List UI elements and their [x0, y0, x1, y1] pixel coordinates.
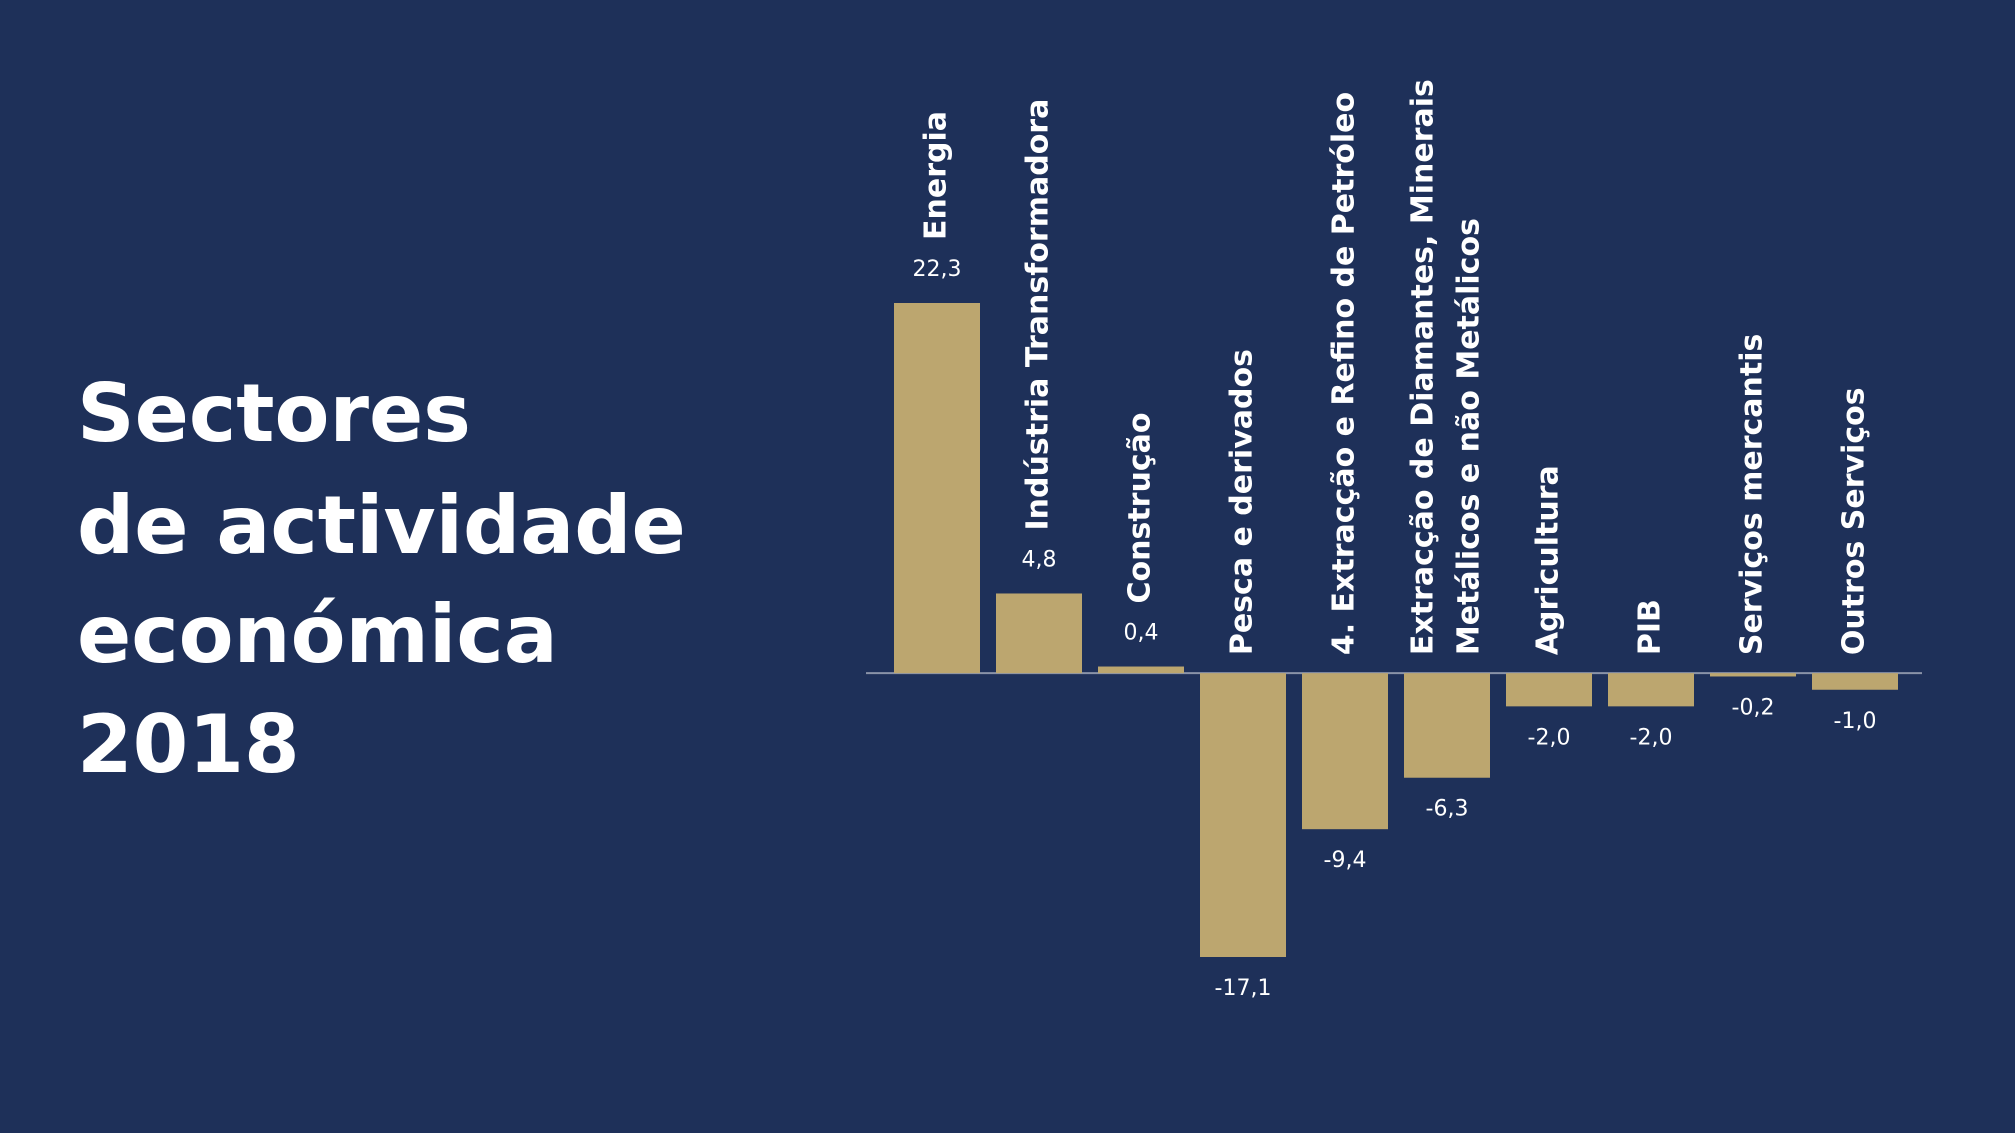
category-label: 4. Extracção e Refino de Petróleo: [1327, 92, 1362, 655]
bar: [1404, 673, 1490, 778]
bar: [894, 303, 980, 674]
value-label: -0,2: [1732, 695, 1775, 720]
category-label: PIB: [1633, 599, 1668, 655]
chart-title: de actividade: [77, 479, 686, 572]
value-label: -17,1: [1215, 976, 1272, 1001]
chart-title: Sectores: [77, 367, 471, 460]
category-label: Extracção de Diamantes, Minerais: [1406, 79, 1441, 655]
category-label: Outros Serviços: [1837, 387, 1872, 655]
bar: [1200, 673, 1286, 957]
category-label: Agricultura: [1531, 465, 1566, 655]
category-label: Serviços mercantis: [1735, 334, 1770, 656]
bar: [1506, 673, 1592, 707]
value-label: 0,4: [1124, 621, 1159, 646]
category-label: Metálicos e não Metálicos: [1452, 218, 1487, 655]
category-label: Pesca e derivados: [1225, 349, 1260, 655]
category-label: Energia: [919, 111, 954, 240]
value-label: -2,0: [1630, 725, 1673, 750]
category-label: Construção: [1123, 413, 1158, 604]
chart-title: económica: [77, 588, 558, 681]
value-label: -1,0: [1834, 709, 1877, 734]
bar: [996, 593, 1082, 674]
bar: [1812, 673, 1898, 690]
bar: [1302, 673, 1388, 830]
category-label: Indústria Transformadora: [1021, 99, 1056, 531]
value-label: 4,8: [1022, 547, 1057, 572]
value-label: -9,4: [1324, 848, 1367, 873]
chart-title: 2018: [77, 698, 300, 791]
value-label: -2,0: [1528, 725, 1571, 750]
bar: [1710, 673, 1796, 677]
bar: [1608, 673, 1694, 707]
bar: [1098, 666, 1184, 674]
value-label: -6,3: [1426, 797, 1469, 822]
value-label: 22,3: [913, 257, 962, 282]
